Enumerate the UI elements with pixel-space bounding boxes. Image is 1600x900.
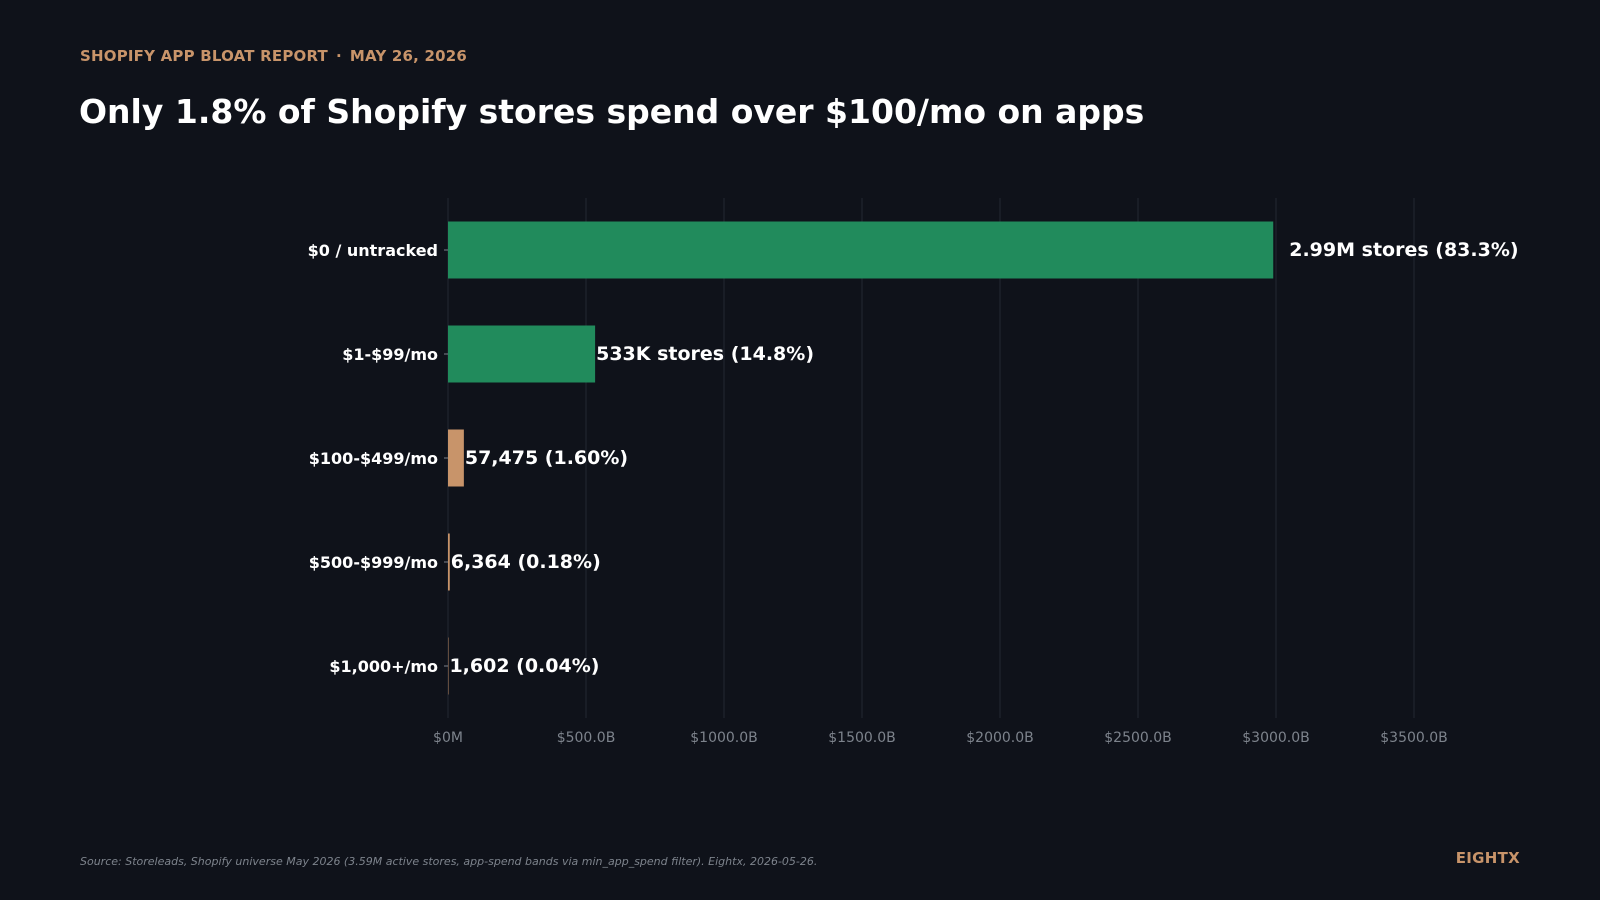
bar-value-label: 533K stores (14.8%) bbox=[596, 343, 814, 365]
bar bbox=[448, 429, 464, 487]
brand-logo: EIGHTX bbox=[1455, 849, 1520, 867]
report-name: SHOPIFY APP BLOAT REPORT bbox=[80, 47, 328, 65]
category-label: $1-$99/mo bbox=[342, 345, 438, 364]
x-tick-label: $3500.0B bbox=[1380, 730, 1448, 746]
x-tick-label: $2000.0B bbox=[966, 730, 1034, 746]
bar bbox=[448, 533, 450, 591]
x-tick-label: $2500.0B bbox=[1104, 730, 1172, 746]
bar-value-label: 2.99M stores (83.3%) bbox=[1289, 239, 1518, 261]
bar-value-label: 1,602 (0.04%) bbox=[449, 655, 599, 677]
bar bbox=[448, 221, 1274, 279]
x-tick-label: $1000.0B bbox=[690, 730, 758, 746]
category-label: $500-$999/mo bbox=[309, 553, 438, 572]
x-tick-label: $0M bbox=[433, 730, 463, 746]
chart-title: Only 1.8% of Shopify stores spend over $… bbox=[79, 92, 1145, 131]
source-note: Source: Storeleads, Shopify universe May… bbox=[80, 855, 818, 868]
x-tick-label: $500.0B bbox=[557, 730, 616, 746]
kicker-separator: · bbox=[336, 47, 342, 65]
category-label: $1,000+/mo bbox=[329, 657, 438, 676]
report-kicker: SHOPIFY APP BLOAT REPORT · MAY 26, 2026 bbox=[80, 47, 467, 65]
bar-value-label: 57,475 (1.60%) bbox=[465, 447, 628, 469]
bar bbox=[448, 325, 596, 383]
bar-value-label: 6,364 (0.18%) bbox=[451, 551, 601, 573]
category-label: $100-$499/mo bbox=[309, 449, 438, 468]
x-tick-label: $1500.0B bbox=[828, 730, 896, 746]
x-tick-label: $3000.0B bbox=[1242, 730, 1310, 746]
report-date: MAY 26, 2026 bbox=[349, 47, 468, 65]
category-label: $0 / untracked bbox=[308, 241, 438, 260]
